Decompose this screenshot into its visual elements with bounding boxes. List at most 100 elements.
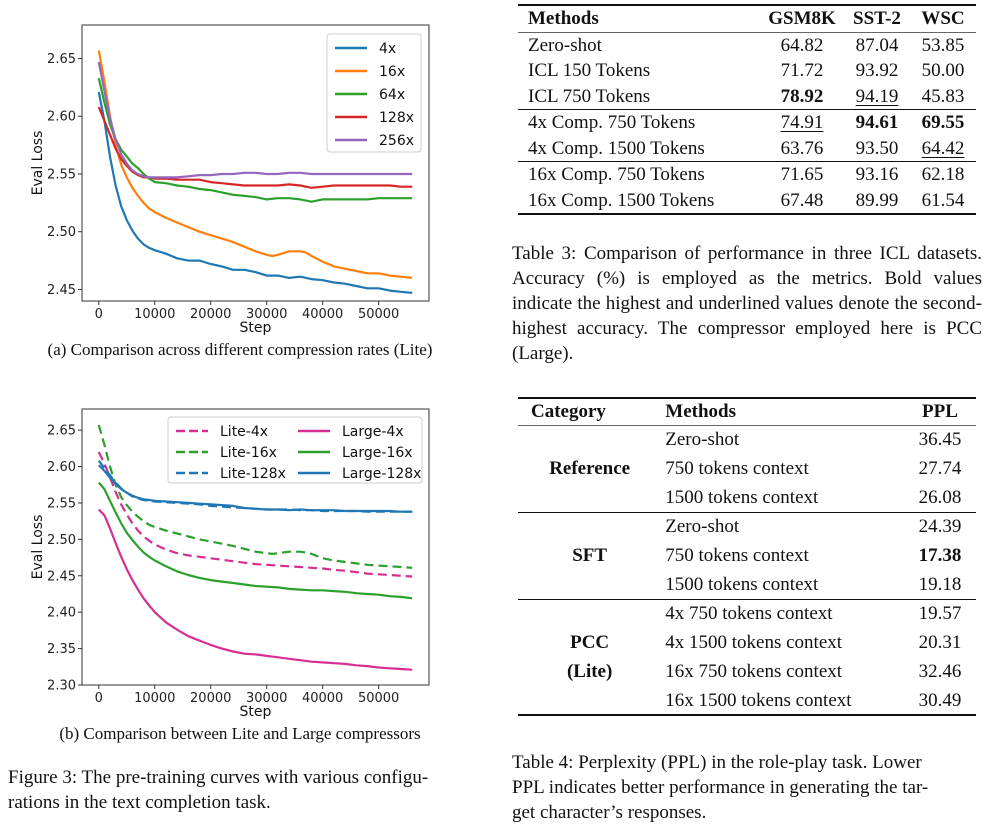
x-tick-label: 20000: [190, 307, 231, 322]
category-cell: SFT: [572, 545, 608, 567]
table-row: PCC (Lite) 4x 750 tokens context 19.57: [518, 599, 976, 682]
table-row: 750 tokens context 17.38: [518, 541, 976, 570]
value-cell: 78.92: [760, 84, 844, 110]
column-header: Methods: [528, 8, 599, 30]
figure-caption-line: rations in the text completion task.: [8, 792, 271, 813]
value-text: 87.04: [855, 34, 899, 56]
value-text: 78.92: [780, 85, 824, 107]
table-row: 16x Comp. 1500 Tokens 67.48 89.99 61.54: [518, 188, 976, 214]
x-tick-label: 30000: [246, 691, 287, 706]
table-header-row: Category Methods PPL: [518, 399, 976, 425]
series-line-16x: [97, 50, 413, 279]
value-cell: 94.61: [844, 110, 910, 136]
legend-label: Lite-4x: [220, 424, 268, 440]
method-cell: 16x Comp. 1500 Tokens: [528, 189, 715, 211]
column-header: PPL: [922, 401, 958, 423]
table-4-caption-line: PPL indicates better performance in gene…: [512, 777, 929, 798]
series-line-large-128x: [98, 464, 413, 513]
ppl-cell: 19.57: [918, 603, 962, 625]
table-row: 750 tokens context 27.74: [518, 454, 976, 483]
chart-compression-rates: 0 10000 20000 30000 40000 50000 2.45 2.50 2.55 2.…: [30, 24, 430, 336]
series-line-4x: [97, 91, 413, 294]
column-header: WSC: [921, 8, 965, 30]
value-cell: 87.04: [844, 32, 910, 58]
value-text: 94.19: [855, 85, 899, 107]
ppl-cell: 19.18: [918, 573, 962, 595]
value-text: 50.00: [921, 60, 965, 82]
table-row: Zero-shot 64.82 87.04 53.85: [518, 32, 976, 58]
subcaption-a: (a) Comparison across different compress…: [47, 340, 433, 359]
y-tick-label: 2.35: [47, 642, 76, 657]
method-cell: 1500 tokens context: [665, 486, 819, 508]
value-cell: 61.54: [910, 188, 976, 214]
table-row: 16x 750 tokens context 32.46: [518, 657, 976, 686]
value-cell: 71.65: [760, 162, 844, 188]
method-cell: Zero-shot: [665, 516, 740, 538]
legend-label: 64x: [379, 87, 405, 103]
value-text: 62.18: [921, 164, 965, 186]
method-cell: 4x 750 tokens context: [665, 603, 833, 625]
series-line-large-4x: [98, 508, 413, 671]
ppl-cell: 27.74: [918, 458, 962, 480]
x-tick-label: 40000: [302, 691, 343, 706]
table-row: SFT Zero-shot 24.39: [518, 512, 976, 566]
value-cell: 53.85: [910, 32, 976, 58]
value-cell: 93.16: [844, 162, 910, 188]
table-row: ICL 750 Tokens 78.92 94.19 45.83: [518, 84, 976, 110]
ppl-cell: 30.49: [918, 689, 962, 711]
method-cell: 750 tokens context: [665, 545, 809, 567]
table-row: 4x Comp. 750 Tokens 74.91 94.61 69.55: [518, 109, 976, 136]
value-cell: 64.82: [760, 32, 844, 58]
method-cell: Zero-shot: [665, 429, 740, 451]
value-cell: 45.83: [910, 84, 976, 110]
y-tick-label: 2.60: [47, 460, 76, 475]
ppl-cell: 20.31: [918, 632, 962, 654]
ppl-cell: 24.39: [918, 516, 962, 538]
y-tick-label: 2.45: [47, 569, 76, 584]
legend-label: 256x: [379, 133, 414, 149]
legend-label: Large-128x: [342, 466, 421, 482]
x-axis-label: Step: [240, 704, 272, 720]
x-tick-label: 30000: [246, 307, 287, 322]
value-cell: 71.72: [760, 58, 844, 84]
y-tick-label: 2.60: [47, 110, 76, 125]
series-line-large-16x: [97, 481, 413, 600]
x-tick-label: 10000: [134, 691, 175, 706]
method-cell: 16x Comp. 750 Tokens: [528, 164, 705, 186]
method-cell: 4x Comp. 750 Tokens: [528, 112, 696, 134]
method-cell: Zero-shot: [528, 34, 602, 56]
legend-label: Large-4x: [342, 424, 404, 440]
series-line-128x: [97, 106, 413, 189]
y-tick-label: 2.45: [47, 283, 76, 298]
x-tick-label: 10000: [134, 307, 175, 322]
value-text: 64.82: [780, 34, 824, 56]
value-cell: 62.18: [910, 162, 976, 188]
method-cell: ICL 150 Tokens: [528, 60, 651, 82]
y-tick-label: 2.50: [47, 225, 76, 240]
table-4-caption-line: get character’s responses.: [512, 802, 707, 823]
table-row: 16x 1500 tokens context 30.49: [518, 686, 976, 715]
method-cell: 1500 tokens context: [665, 573, 819, 595]
method-cell: ICL 750 Tokens: [528, 85, 651, 107]
y-axis-label: Eval Loss: [30, 131, 46, 196]
value-text: 71.72: [780, 60, 824, 82]
table-header-row: Methods GSM8K SST-2 WSC: [518, 6, 976, 32]
method-cell: 16x 1500 tokens context: [665, 689, 852, 711]
value-text: 93.16: [855, 164, 899, 186]
x-tick-label: 0: [95, 307, 103, 322]
ppl-cell: 26.08: [918, 486, 962, 508]
table-4-caption: Table 4: Perplexity (PPL) in the role-pl…: [512, 750, 982, 825]
ppl-cell: 17.38: [918, 545, 962, 567]
table-row: 1500 tokens context 19.18: [518, 570, 976, 599]
table-3-caption: Table 3: Comparison of performance in th…: [512, 243, 982, 364]
column-header: GSM8K: [768, 8, 836, 30]
figure-caption-line: Figure 3: The pre-training curves with v…: [8, 767, 429, 788]
value-text: 63.76: [780, 137, 824, 159]
table-4: Category Methods PPL Reference Zero-shot 36.4…: [518, 397, 976, 717]
legend-label: Lite-16x: [220, 445, 277, 461]
value-text: 93.50: [855, 137, 899, 159]
method-cell: 750 tokens context: [665, 458, 809, 480]
value-text: 74.91: [780, 112, 824, 134]
value-cell: 64.42: [910, 136, 976, 162]
y-tick-label: 2.55: [47, 496, 76, 511]
